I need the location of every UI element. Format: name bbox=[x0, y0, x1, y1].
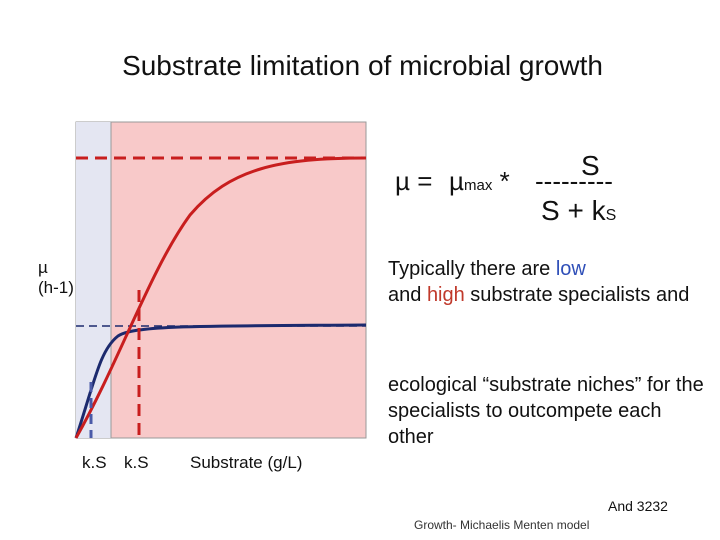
y-axis-label-mu: µ bbox=[38, 258, 48, 277]
formula-denominator-subscript: S bbox=[605, 207, 617, 224]
formula-denominator-text: S + k bbox=[541, 195, 606, 226]
footer-caption: Growth- Michaelis Menten model bbox=[414, 518, 590, 532]
blue-growth-curve bbox=[74, 323, 367, 439]
text-and: and bbox=[388, 284, 427, 306]
formula-times: * bbox=[499, 166, 510, 196]
text-substrate-specialists: substrate specialists and bbox=[464, 284, 690, 306]
reference-number: And 3232 bbox=[608, 498, 668, 514]
monod-formula: µ = µmax * --------- S S + kS bbox=[395, 150, 715, 230]
text-typically: Typically there are bbox=[388, 258, 556, 280]
x-label-ks-low: k.S bbox=[82, 453, 107, 472]
red-growth-curve bbox=[74, 156, 367, 439]
formula-numerator: S bbox=[581, 150, 600, 181]
formula-mumax-subscript: max bbox=[463, 177, 493, 194]
formula-denominator: S + kS bbox=[541, 195, 616, 227]
x-label-ks-high: k.S bbox=[124, 453, 149, 472]
formula-mu: µ = bbox=[395, 166, 433, 196]
formula-fraction-bar: --------- bbox=[535, 166, 613, 196]
x-axis-label: Substrate (g/L) bbox=[190, 453, 303, 472]
formula-mumax: µmax * bbox=[449, 166, 510, 197]
formula-mumax-symbol: µ bbox=[449, 166, 464, 196]
specialists-text: Typically there are low and high substrat… bbox=[388, 256, 708, 308]
slide-title: Substrate limitation of microbial growth bbox=[122, 50, 603, 81]
low-ks-region bbox=[76, 122, 111, 438]
y-axis-label-unit: (h-1) bbox=[38, 278, 74, 297]
text-low: low bbox=[555, 258, 586, 280]
text-high: high bbox=[426, 284, 465, 306]
niches-text: ecological “substrate niches” for the sp… bbox=[388, 374, 704, 448]
plot-area bbox=[75, 121, 367, 439]
